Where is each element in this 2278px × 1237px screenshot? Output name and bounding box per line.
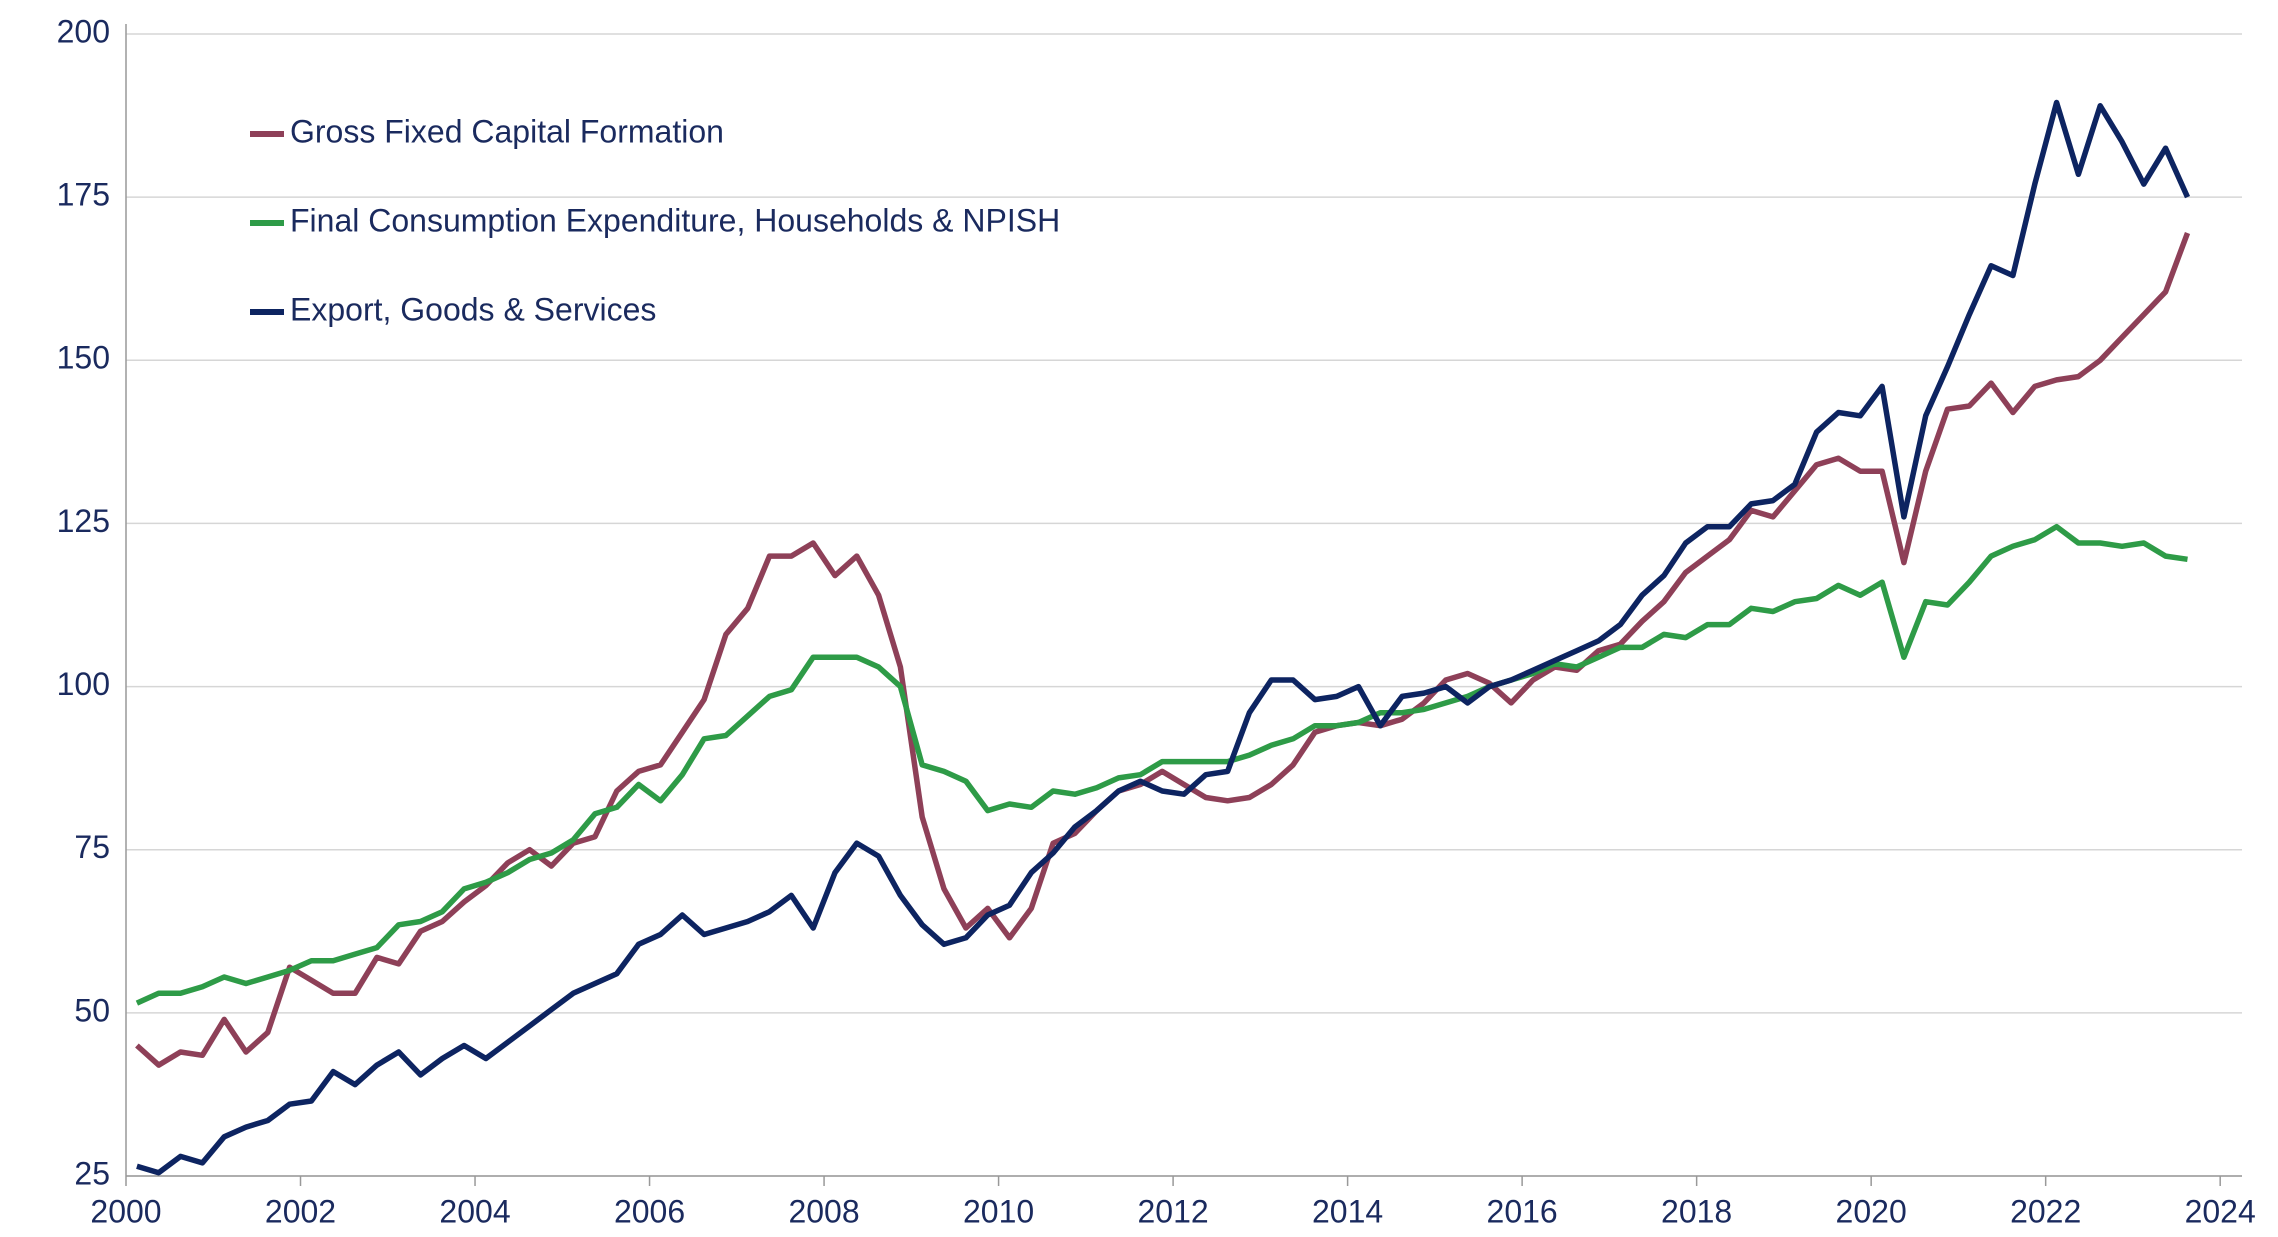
- series-line: [136, 99, 2191, 1176]
- x-tick-label: 2002: [265, 1193, 336, 1229]
- x-tick-label: 2004: [439, 1193, 510, 1229]
- y-tick-label: 25: [74, 1155, 110, 1191]
- x-tick-label: 2006: [614, 1193, 685, 1229]
- x-tick-label: 2012: [1137, 1193, 1208, 1229]
- legend-label: Final Consumption Expenditure, Household…: [290, 202, 1060, 238]
- series-line: [135, 232, 2191, 1068]
- x-tick-label: 2016: [1487, 1193, 1558, 1229]
- legend-label: Gross Fixed Capital Formation: [290, 113, 724, 149]
- x-tick-label: 2022: [2010, 1193, 2081, 1229]
- y-tick-label: 200: [57, 13, 110, 49]
- legend-label: Export, Goods & Services: [290, 291, 656, 327]
- x-tick-label: 2024: [2185, 1193, 2256, 1229]
- x-tick-label: 2010: [963, 1193, 1034, 1229]
- series-line: [135, 523, 2188, 1006]
- x-tick-label: 2018: [1661, 1193, 1732, 1229]
- y-tick-label: 75: [74, 829, 110, 865]
- y-tick-label: 125: [57, 503, 110, 539]
- x-tick-label: 2008: [788, 1193, 859, 1229]
- y-tick-label: 175: [57, 177, 110, 213]
- y-tick-label: 150: [57, 340, 110, 376]
- y-tick-label: 100: [57, 666, 110, 702]
- y-tick-label: 50: [74, 992, 110, 1028]
- x-tick-label: 2000: [90, 1193, 161, 1229]
- x-tick-label: 2014: [1312, 1193, 1383, 1229]
- x-tick-label: 2020: [1836, 1193, 1907, 1229]
